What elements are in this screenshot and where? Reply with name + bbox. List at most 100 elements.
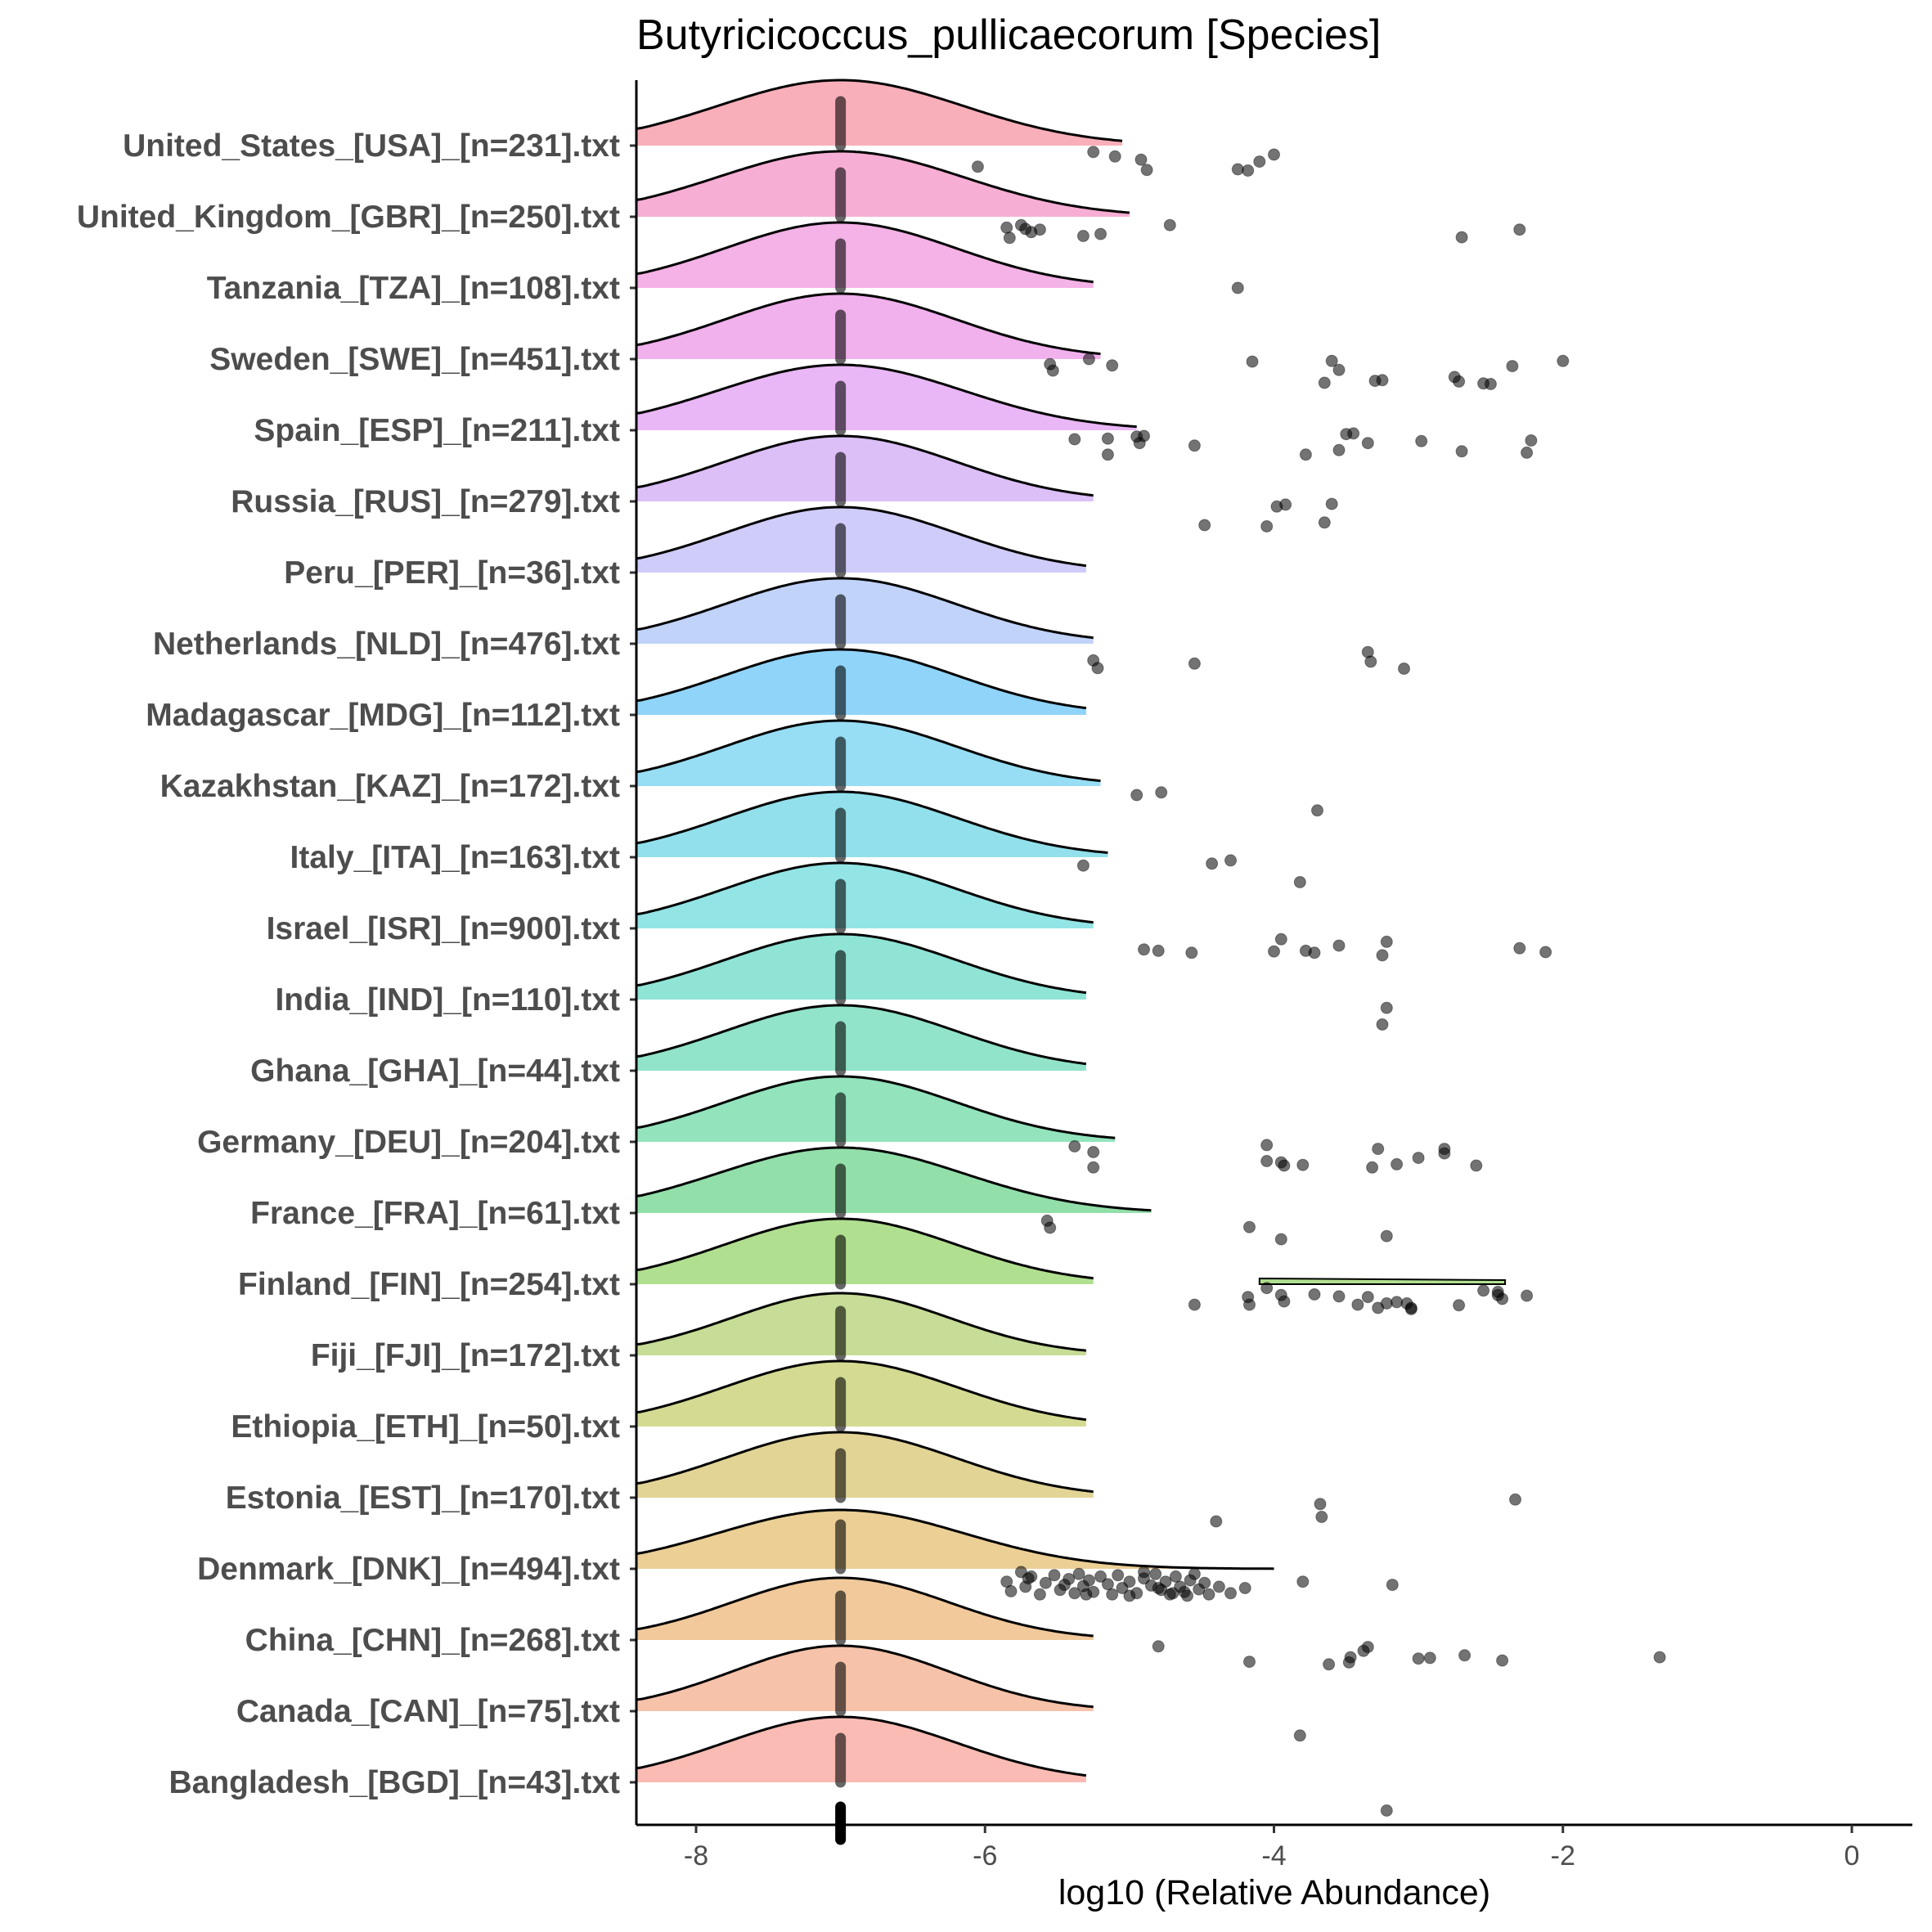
data-point-row20-0 xyxy=(1000,1575,1013,1588)
data-point-row21-4 xyxy=(1344,1651,1357,1664)
data-point-row0-4 xyxy=(1140,164,1153,177)
y-tick-label-19: Estonia_[EST]_[n=170].txt xyxy=(226,1480,620,1516)
data-point-row20-17 xyxy=(1106,1588,1119,1601)
data-point-row3-1 xyxy=(1046,364,1059,377)
data-point-row20-43 xyxy=(1080,1588,1093,1601)
data-point-row20-41 xyxy=(1022,1572,1035,1585)
ridge-line-11 xyxy=(636,861,1094,924)
data-point-row0-1 xyxy=(1087,146,1100,159)
ridge-fill-2 xyxy=(636,222,1094,288)
data-point-row21-1 xyxy=(1243,1656,1256,1669)
y-tick-label-4: Spain_[ESP]_[n=211].txt xyxy=(254,413,620,448)
data-point-row0-6 xyxy=(1242,164,1255,177)
data-point-row4-2 xyxy=(1101,448,1114,461)
y-tick-label-23: Bangladesh_[BGD]_[n=43].txt xyxy=(168,1765,620,1800)
ridge-fill-11 xyxy=(636,863,1094,928)
data-point-row16-9 xyxy=(1361,1291,1374,1304)
data-point-row16-17 xyxy=(1477,1284,1490,1297)
data-point-row0-5 xyxy=(1231,163,1244,176)
data-point-row4-1 xyxy=(1101,432,1114,445)
y-tick-label-15: France_[FRA]_[n=61].txt xyxy=(250,1196,620,1231)
data-point-row16-16 xyxy=(1453,1299,1466,1312)
data-point-row20-20 xyxy=(1123,1575,1136,1588)
chart-title: Butyricicoccus_pullicaecorum [Species] xyxy=(636,11,1381,59)
ridge-fill-7 xyxy=(636,578,1094,644)
data-point-row4-10 xyxy=(1347,427,1360,440)
ridge-line-3 xyxy=(636,292,1101,356)
data-point-row14-14 xyxy=(1470,1159,1483,1172)
ridge-fill-21 xyxy=(636,1578,1094,1640)
data-point-row16-12 xyxy=(1391,1296,1404,1309)
data-point-row16-6 xyxy=(1308,1288,1321,1301)
data-point-row19-2 xyxy=(1315,1511,1328,1523)
ridge-line-16 xyxy=(636,1217,1094,1280)
data-point-row4-6 xyxy=(1188,439,1201,452)
data-point-row21-2 xyxy=(1323,1658,1336,1671)
data-point-row19-1 xyxy=(1314,1498,1327,1511)
ridge-line-10 xyxy=(636,790,1108,854)
ridge-line-4 xyxy=(636,363,1137,429)
data-point-row12-0 xyxy=(1380,1001,1393,1014)
data-point-row4-12 xyxy=(1415,434,1428,447)
ridge-line-19 xyxy=(636,1431,1094,1494)
y-axis-labels: United_States_[USA]_[n=231].txt United_Ki… xyxy=(77,128,636,1800)
y-tick-label-14: Germany_[DEU]_[n=204].txt xyxy=(197,1125,620,1160)
ridge-fill-23 xyxy=(636,1717,1086,1782)
data-point-row14-0 xyxy=(1068,1140,1081,1152)
ridge-fill-22 xyxy=(636,1646,1094,1711)
ridge-fill-3 xyxy=(636,294,1101,359)
ridge-fill-19 xyxy=(636,1432,1094,1498)
ridge-fill-1 xyxy=(636,151,1130,217)
x-axis-label: log10 (Relative Abundance) xyxy=(1058,1873,1490,1912)
ridges-layer xyxy=(636,79,1507,1845)
y-tick-label-9: Kazakhstan_[KAZ]_[n=172].txt xyxy=(160,769,620,804)
data-point-row16-0 xyxy=(1188,1298,1201,1311)
data-point-row2-0 xyxy=(1231,281,1244,294)
data-point-row14-1 xyxy=(1087,1146,1100,1158)
ridge-line-8 xyxy=(636,648,1087,710)
ridge-line-20 xyxy=(636,1508,1274,1570)
y-tick-label-22: Canada_[CAN]_[n=75].txt xyxy=(236,1694,620,1729)
data-point-row9-2 xyxy=(1311,804,1323,817)
data-point-row1-9 xyxy=(1455,231,1468,244)
data-point-row11-2 xyxy=(1185,946,1198,959)
ridge-line-21 xyxy=(636,1576,1094,1638)
data-point-row19-0 xyxy=(1210,1515,1223,1528)
data-point-row16-8 xyxy=(1351,1298,1364,1311)
data-point-row20-28 xyxy=(1169,1570,1182,1583)
ridge-fill-20 xyxy=(636,1510,1274,1569)
x-tick-label-1: -6 xyxy=(973,1840,997,1871)
data-point-row0-0 xyxy=(971,160,984,173)
y-tick-label-18: Ethiopia_[ETH]_[n=50].txt xyxy=(231,1409,620,1445)
data-point-row0-8 xyxy=(1268,148,1280,161)
data-point-row4-7 xyxy=(1299,448,1312,461)
y-tick-label-21: China_[CHN]_[n=268].txt xyxy=(245,1623,620,1658)
x-tick-label-3: -2 xyxy=(1551,1840,1575,1871)
ridge-line-18 xyxy=(636,1359,1087,1422)
y-tick-label-8: Madagascar_[MDG]_[n=112].txt xyxy=(146,698,620,733)
ridge-line-9 xyxy=(636,719,1101,783)
data-point-row11-11 xyxy=(1539,946,1552,959)
data-point-row11-1 xyxy=(1152,944,1165,957)
y-tick-label-17: Fiji_[FJI]_[n=172].txt xyxy=(311,1338,620,1373)
data-point-row21-9 xyxy=(1458,1649,1471,1662)
data-point-row1-10 xyxy=(1513,223,1526,236)
data-point-row21-6 xyxy=(1361,1641,1374,1654)
data-point-row4-15 xyxy=(1521,446,1534,459)
y-tick-label-7: Netherlands_[NLD]_[n=476].txt xyxy=(153,627,620,662)
data-point-row20-48 xyxy=(1181,1589,1193,1602)
ridge-fill-6 xyxy=(636,507,1086,573)
ridge-fill-0 xyxy=(636,80,1122,146)
data-point-row16-11 xyxy=(1380,1297,1393,1310)
data-point-row20-15 xyxy=(1094,1570,1107,1583)
data-point-row23-0 xyxy=(1380,1804,1393,1817)
data-point-row16-2 xyxy=(1243,1298,1256,1311)
data-point-row14-9 xyxy=(1366,1161,1379,1174)
data-point-row10-2 xyxy=(1224,854,1237,867)
data-point-row4-11 xyxy=(1361,437,1374,450)
data-point-row11-3 xyxy=(1268,945,1280,958)
ridge-secondary-0 xyxy=(1258,1278,1507,1285)
data-point-row10-1 xyxy=(1206,857,1219,870)
ridge-fill-5 xyxy=(636,436,1094,501)
ridge-line-13 xyxy=(636,1004,1087,1066)
